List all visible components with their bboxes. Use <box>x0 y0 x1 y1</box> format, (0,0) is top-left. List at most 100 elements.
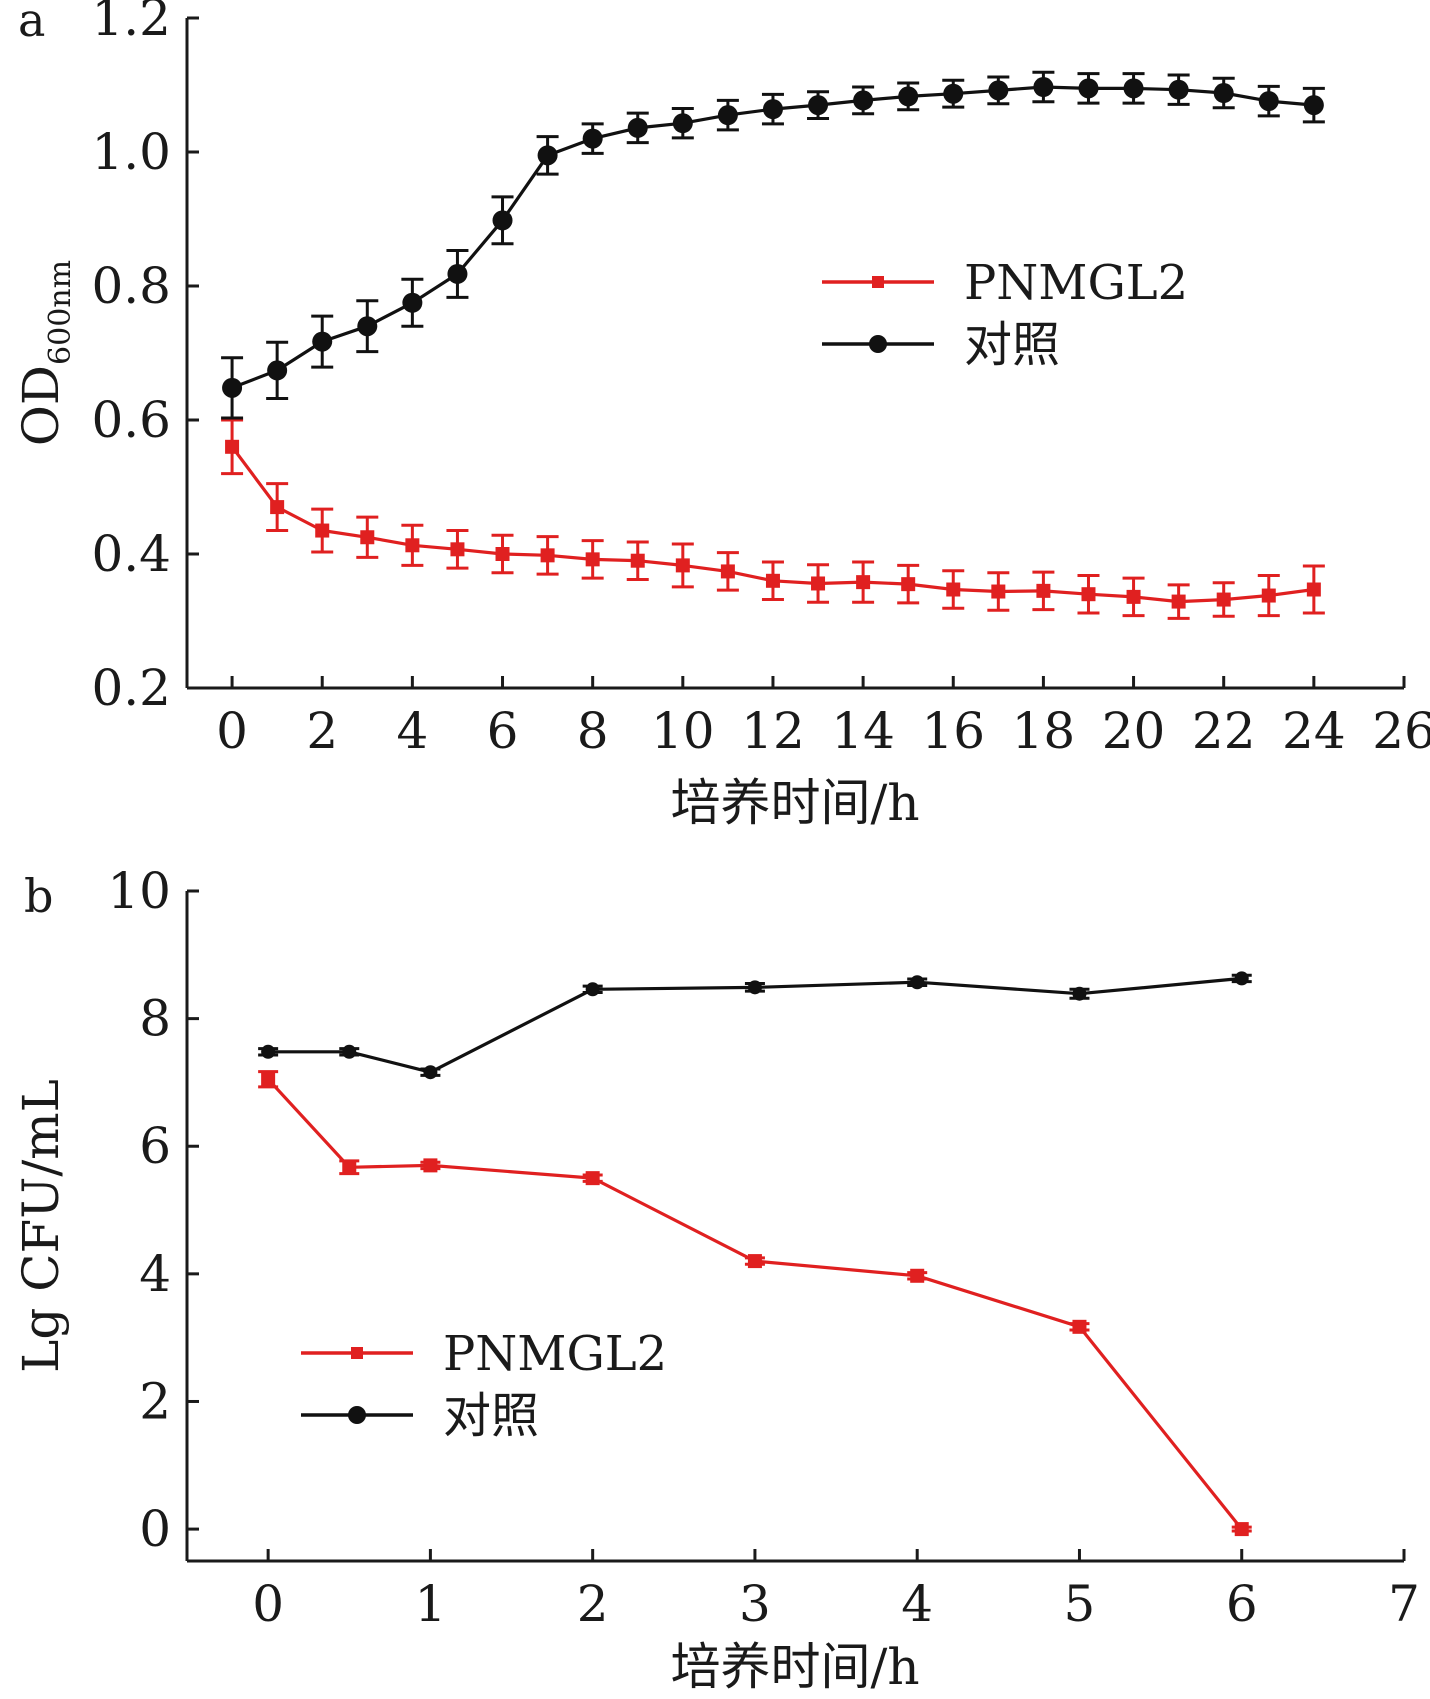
chart-a-legend-control-marker <box>869 335 887 353</box>
chart-b-y-ticks: 0 2 4 6 8 10 <box>107 862 199 1558</box>
chart-a-y-axis-title: OD600nm <box>12 260 78 446</box>
chart-b-series-pnmgl2-line <box>266 1078 1243 1531</box>
chart-b-x-ticks: 0 1 2 3 4 5 6 7 <box>252 1549 1420 1633</box>
chart-b-y-tick-label: 2 <box>139 1372 171 1430</box>
chart-a-series-control-point <box>537 145 558 166</box>
chart-a-series-control-point <box>672 113 693 134</box>
chart-b-x-tick-label: 5 <box>1064 1575 1096 1633</box>
chart-a-y-tick-label: 0.6 <box>91 391 171 449</box>
chart-a-x-tick-label: 24 <box>1282 702 1346 760</box>
chart-a-series-control-point <box>808 95 829 116</box>
chart-b-y-axis-title: Lg CFU/mL <box>12 1079 70 1373</box>
chart-a-y-tick-label: 1.0 <box>91 123 171 181</box>
chart-a-y-axis-title-main: OD <box>12 365 70 446</box>
chart-a-x-tick-label: 6 <box>487 702 519 760</box>
chart-a-legend: PNMGL2 对照 <box>822 255 1188 373</box>
chart-b-x-tick-label: 6 <box>1226 1575 1258 1633</box>
chart-b-x-tick-label: 7 <box>1388 1575 1420 1633</box>
chart-b-legend-pnmgl2-marker <box>351 1347 363 1359</box>
chart-a-series-control-point <box>898 86 919 107</box>
chart-a-x-tick-label: 20 <box>1102 702 1166 760</box>
chart-b-legend-control-marker <box>348 1406 366 1424</box>
chart-b-legend: PNMGL2 对照 <box>301 1326 667 1444</box>
chart-a-series-pnmgl2-point <box>901 577 916 592</box>
chart-b-series-pnmgl2-point <box>747 1254 762 1269</box>
panel-label-b: b <box>24 869 53 923</box>
chart-b-x-tick-label: 2 <box>577 1575 609 1633</box>
chart-a-series-pnmgl2-point <box>1216 592 1231 607</box>
chart-a-series-control-point <box>492 210 513 231</box>
chart-a-series-pnmgl2-point <box>946 582 961 597</box>
chart-b-axes <box>185 891 1404 1563</box>
chart-a-x-tick-label: 10 <box>651 702 715 760</box>
chart-a-legend-pnmgl2-marker <box>872 276 884 288</box>
chart-a-series-pnmgl2-point <box>495 547 510 561</box>
chart-b-series-pnmgl2-point <box>261 1072 276 1087</box>
chart-a-x-tick-label: 26 <box>1372 702 1430 760</box>
chart-b-series-pnmgl2-point <box>1234 1522 1249 1537</box>
chart-a-series-pnmgl2-point <box>585 552 600 567</box>
chart-b-y-tick-label: 0 <box>139 1500 171 1558</box>
chart-a-series-control-point <box>717 105 738 126</box>
chart-b-x-tick-label: 3 <box>739 1575 771 1633</box>
chart-b-x-tick-label: 1 <box>414 1575 446 1633</box>
chart-b-series-control-line <box>268 976 1242 1074</box>
chart-b-legend-pnmgl2-label: PNMGL2 <box>443 1326 667 1382</box>
chart-a-series-pnmgl2-point <box>225 439 240 454</box>
chart-b: b 0 2 4 6 8 10 0 1 2 3 4 5 6 7 培养时间/h Lg CFU/mL PNMG… <box>12 862 1420 1696</box>
chart-b-x-axis-title: 培养时间/h <box>670 1638 919 1696</box>
chart-a-series-control-point <box>312 331 333 352</box>
chart-a-y-ticks: 0.2 0.4 0.6 0.8 1.0 1.2 <box>91 0 199 717</box>
chart-b-series-pnmgl2-point <box>1072 1319 1087 1334</box>
chart-a-series-control-point <box>582 128 603 149</box>
chart-a-y-tick-label: 0.8 <box>91 257 171 315</box>
chart-a-series-control-point <box>1303 95 1324 116</box>
chart-a-series-pnmgl2-point <box>720 564 735 579</box>
chart-a-series-pnmgl2-point <box>765 573 780 588</box>
chart-a-series-control-point <box>988 80 1009 101</box>
chart-a-series-control-point <box>357 316 378 337</box>
chart-a-series-control-point <box>447 263 468 284</box>
chart-b-series-control-point <box>910 975 925 990</box>
chart-a-y-tick-label: 0.4 <box>91 525 171 583</box>
chart-b-series-control-point <box>585 982 600 997</box>
chart-a-series-control-point <box>1078 78 1099 99</box>
chart-a-series-pnmgl2-point <box>1036 583 1051 598</box>
chart-a-x-tick-label: 0 <box>216 702 248 760</box>
chart-a-x-tick-label: 8 <box>577 702 609 760</box>
chart-a-x-tick-label: 18 <box>1012 702 1076 760</box>
chart-a-y-tick-label: 1.2 <box>91 0 171 47</box>
chart-b-plot-area <box>258 971 1252 1537</box>
chart-a-y-axis-title-sub: 600nm <box>43 260 78 365</box>
chart-a-x-tick-label: 14 <box>831 702 895 760</box>
chart-a-series-control-point <box>402 292 423 313</box>
chart-a-y-tick-label: 0.2 <box>91 659 171 717</box>
chart-b-series-pnmgl2-point <box>342 1160 357 1175</box>
chart-a-series-pnmgl2-point <box>270 500 285 515</box>
chart-a-series-control-point <box>1033 77 1054 98</box>
chart-b-y-tick-label: 8 <box>139 990 171 1048</box>
chart-a-legend-pnmgl2-label: PNMGL2 <box>964 255 1188 311</box>
chart-a-series-pnmgl2-point <box>1126 589 1141 604</box>
chart-b-series-control-point <box>747 980 762 995</box>
chart-a-x-tick-label: 12 <box>741 702 805 760</box>
chart-a-x-tick-label: 22 <box>1192 702 1256 760</box>
chart-a-series-pnmgl2-point <box>315 523 330 538</box>
chart-b-series-control-point <box>1072 986 1087 1001</box>
chart-b-series-pnmgl2-point <box>585 1171 600 1186</box>
chart-a-series-control-point <box>853 90 874 111</box>
chart-b-series-control-point <box>261 1044 276 1059</box>
chart-a-series-control-point <box>762 99 783 120</box>
chart-a-series-control-point <box>267 360 288 381</box>
chart-a-axes <box>185 18 1404 690</box>
chart-b-x-tick-label: 0 <box>252 1575 284 1633</box>
chart-b-series-control-point <box>342 1044 357 1059</box>
chart-a-series-control-point <box>1168 79 1189 100</box>
chart-a: a 0.20.40.60.81.01.2 0 2 4 6 8 10 12 14 16 18 20 22… <box>12 0 1430 832</box>
chart-a-series-pnmgl2-point <box>856 575 871 590</box>
chart-a-series-pnmgl2-point <box>1171 594 1186 609</box>
chart-a-series-control-point <box>1213 83 1234 104</box>
chart-a-plot-area <box>221 70 1325 620</box>
chart-a-x-tick-label: 16 <box>921 702 985 760</box>
